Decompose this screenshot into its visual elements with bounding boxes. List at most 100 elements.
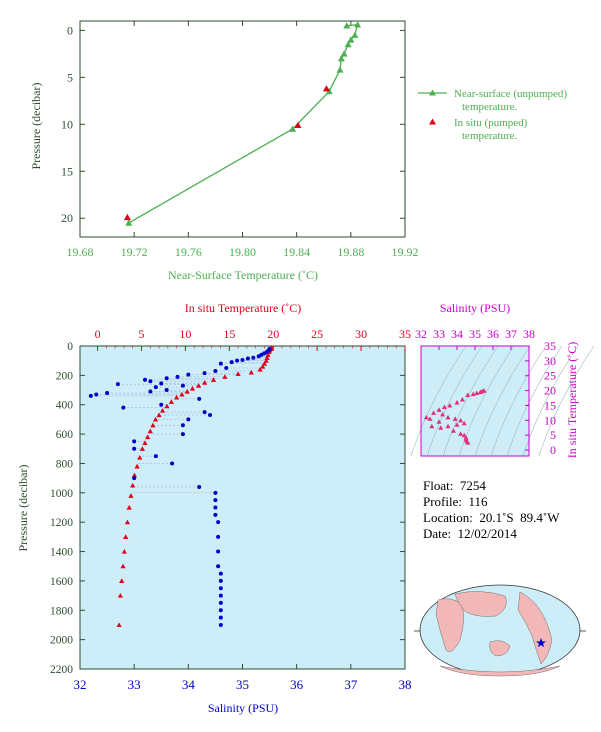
in-situ-temperature-point	[222, 374, 228, 379]
salinity-tick-label: 35	[236, 677, 249, 692]
ts-point	[427, 416, 433, 421]
legend-line-label-2: temperature.	[462, 101, 518, 113]
ts-temperature-tick-label: 35	[544, 339, 556, 353]
in-situ-temperature-point	[117, 592, 124, 598]
ts-point	[454, 399, 460, 405]
salinity-point	[213, 490, 218, 495]
legend-point-label-1: In situ (pumped)	[454, 117, 528, 129]
temperature-tick-label: 35	[399, 327, 411, 341]
ts-temperature-tick-label: 25	[544, 369, 556, 383]
salinity-point	[245, 356, 250, 361]
top-y-tick-label: 10	[61, 117, 73, 131]
profile-chart: 32 33 34 35 36 37 38 0 5 10 15 20 25 30 35 0 200 400 600 80…	[50, 327, 412, 692]
near-surface-point	[347, 36, 355, 43]
in-situ-temperature-point	[264, 355, 270, 360]
ts-temperature-tick-label: 5	[550, 428, 556, 442]
in-situ-temperature-point	[261, 361, 268, 366]
density-contour	[490, 345, 547, 457]
map-continent-asia	[454, 591, 507, 617]
salinity-point	[218, 586, 223, 591]
in-situ-temperature-point	[164, 403, 170, 409]
in-situ-temperature-point	[235, 371, 241, 376]
salinity-point	[186, 372, 191, 377]
salinity-point	[202, 410, 207, 415]
temperature-tick-label: 5	[138, 327, 144, 341]
near-surface-point	[289, 125, 297, 132]
map-continent-australia	[489, 640, 511, 657]
ts-top-axis-label: Salinity (PSU)	[440, 301, 510, 315]
in-situ-temperature-point	[130, 482, 136, 488]
bottom-xlabel: Salinity (PSU)	[208, 701, 278, 715]
ts-point	[429, 423, 435, 429]
top-y-tick-label: 15	[61, 164, 73, 178]
in-situ-temperature-point	[184, 388, 190, 394]
top-x-tick-label: 19.84	[283, 245, 310, 259]
density-contour	[538, 345, 595, 457]
salinity-point	[240, 357, 245, 362]
temperature-tick-label: 25	[311, 327, 323, 341]
salinity-point	[132, 446, 137, 451]
in-situ-temperature-point	[202, 380, 208, 385]
in-situ-temperature-point	[168, 399, 174, 404]
salinity-point	[224, 366, 229, 371]
pressure-tick-label: 1400	[50, 547, 73, 559]
salinity-point	[170, 461, 175, 466]
ts-point	[436, 419, 442, 424]
ts-point	[447, 402, 453, 408]
in-situ-temperature-point	[134, 463, 140, 469]
in-situ-point	[294, 121, 302, 129]
salinity-point	[159, 402, 164, 407]
salinity-point	[213, 498, 218, 503]
ts-point	[477, 389, 483, 395]
legend-line-marker	[429, 89, 436, 96]
in-situ-temperature-point	[145, 434, 151, 440]
in-situ-temperature-point	[152, 416, 159, 422]
in-situ-temperature-point	[174, 394, 180, 400]
salinity-point	[180, 423, 185, 428]
in-situ-temperature-point	[263, 358, 269, 363]
salinity-point	[218, 578, 223, 583]
salinity-tick-label: 33	[128, 677, 141, 692]
ts-point	[470, 391, 476, 397]
in-situ-temperature-point	[147, 428, 153, 434]
in-situ-temperature-point	[248, 369, 254, 375]
salinity-point	[218, 593, 223, 598]
legend-line-label-1: Near-surface (unpumped)	[454, 88, 567, 100]
salinity-point	[132, 476, 137, 481]
float-location-marker	[536, 638, 546, 648]
ts-plot-background	[421, 346, 529, 456]
ts-point	[452, 416, 458, 421]
temperature-tick-label: 30	[355, 327, 367, 341]
pressure-tick-label: 200	[56, 370, 74, 382]
salinity-point	[216, 564, 221, 569]
in-situ-temperature-point	[120, 563, 126, 569]
legend-point-marker	[429, 118, 436, 125]
pressure-tick-label: 1200	[50, 517, 73, 529]
salinity-point	[218, 600, 223, 605]
ts-temperature-tick-label: 15	[544, 398, 556, 412]
salinity-point	[218, 622, 223, 627]
density-contour	[410, 345, 467, 457]
in-situ-temperature-point	[142, 440, 148, 445]
salinity-point	[197, 484, 202, 489]
top-xlabel: Near-Surface Temperature (˚C)	[168, 268, 318, 282]
near-surface-point	[343, 22, 351, 29]
density-contour	[474, 345, 531, 457]
in-situ-temperature-point	[210, 377, 217, 382]
ts-point	[445, 423, 451, 429]
salinity-point	[115, 382, 120, 387]
pressure-tick-label: 1000	[50, 488, 73, 500]
in-situ-temperature-point	[150, 422, 156, 428]
density-contour	[426, 345, 483, 457]
top-plot-frame	[79, 20, 406, 238]
ts-temperature-tick-label: 10	[544, 413, 556, 427]
salinity-point	[218, 361, 223, 366]
top-y-tick-label: 20	[61, 211, 73, 225]
pressure-tick-label: 1600	[50, 576, 73, 588]
ts-point	[431, 410, 437, 415]
density-contour	[458, 345, 515, 457]
in-situ-temperature-point	[257, 366, 263, 372]
salinity-tick-label: 34	[182, 677, 196, 692]
bottom-ylabel: Pressure (decibar)	[16, 465, 30, 552]
